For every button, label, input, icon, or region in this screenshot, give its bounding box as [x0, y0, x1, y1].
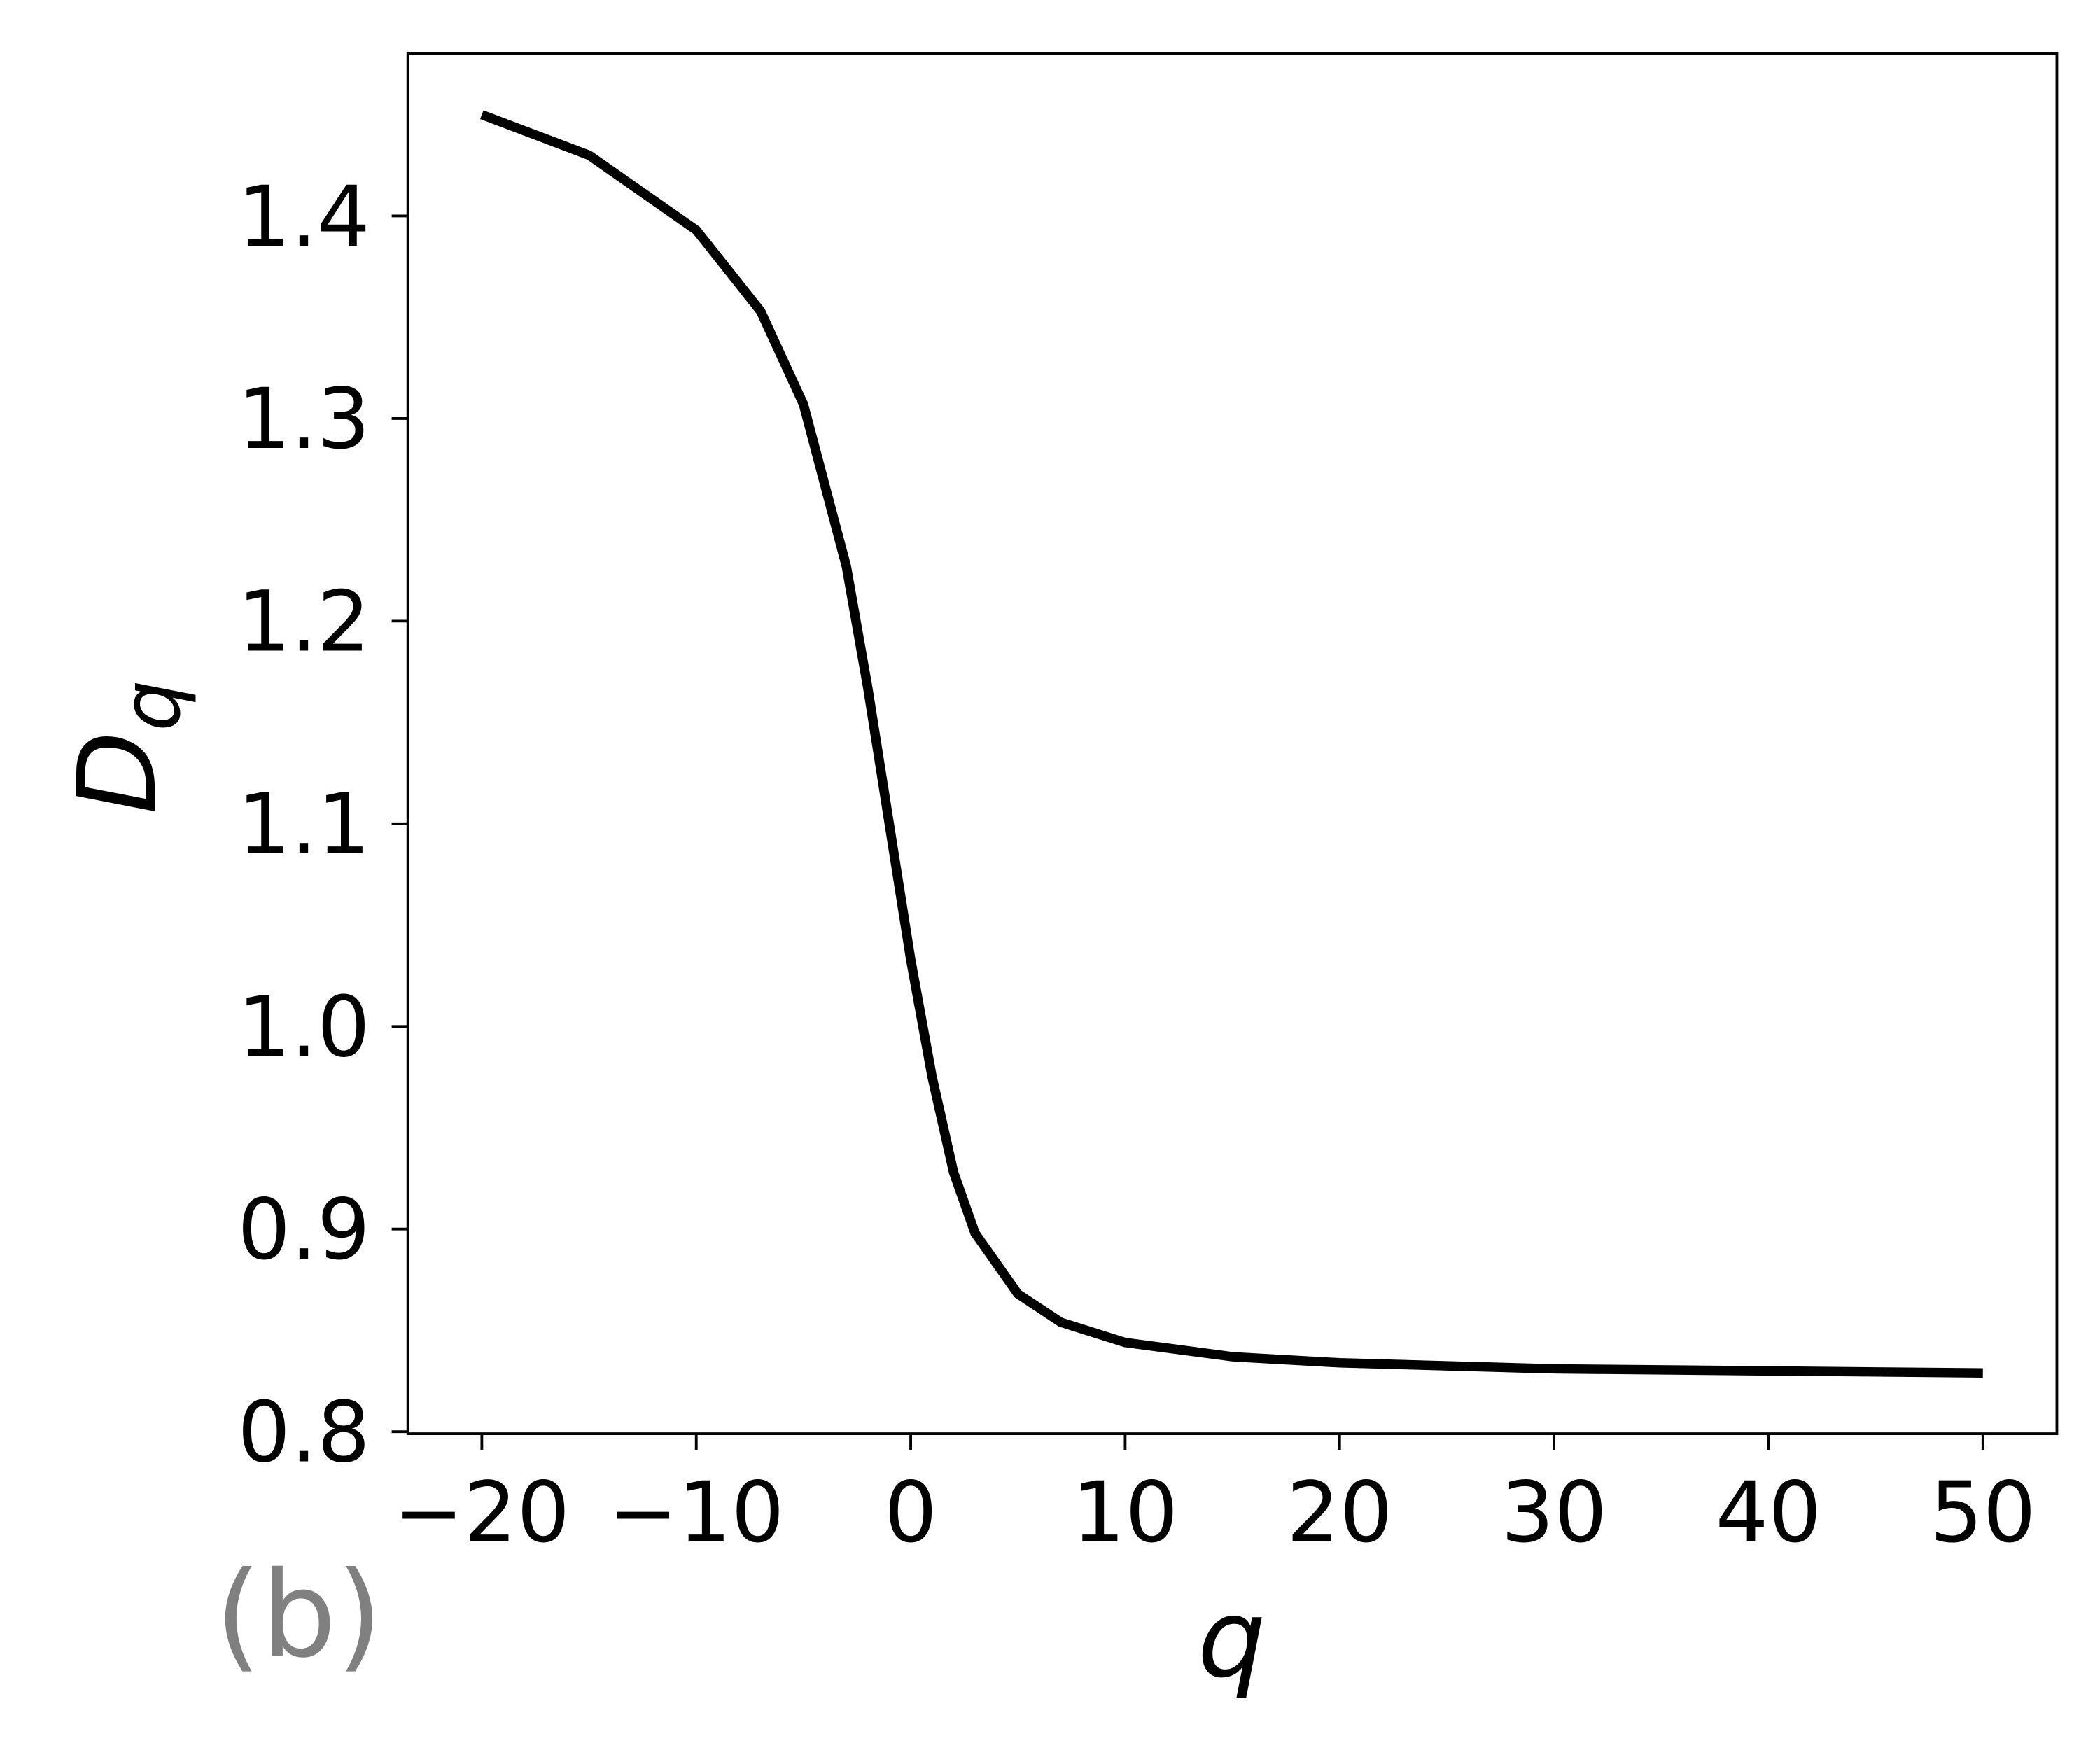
y-tick-label: 1.2	[237, 574, 370, 671]
plot-frame	[406, 52, 2059, 1435]
x-tick-label: 10	[1072, 1464, 1179, 1562]
y-tick-label: 0.8	[237, 1384, 370, 1481]
x-axis-label: q	[1198, 1576, 1266, 1702]
x-tick-label: −20	[394, 1464, 570, 1562]
y-tick-label: 1.3	[237, 371, 370, 468]
y-tick-label: 1.4	[237, 169, 370, 266]
x-tick-label: 50	[1930, 1464, 2036, 1562]
panel-label: (b)	[215, 1546, 382, 1684]
x-tick-label: 30	[1501, 1464, 1607, 1562]
x-tick-label: −10	[608, 1464, 785, 1562]
x-tick-label: 40	[1716, 1464, 1822, 1562]
data-line	[480, 110, 1983, 1378]
y-tick-label: 1.0	[237, 979, 370, 1077]
x-tick-label: 20	[1287, 1464, 1393, 1562]
y-tick-label: 1.1	[237, 776, 370, 874]
y-tick-label: 0.9	[237, 1182, 370, 1279]
x-tick-label: 0	[884, 1464, 937, 1562]
y-axis-label: Dq	[55, 680, 199, 814]
